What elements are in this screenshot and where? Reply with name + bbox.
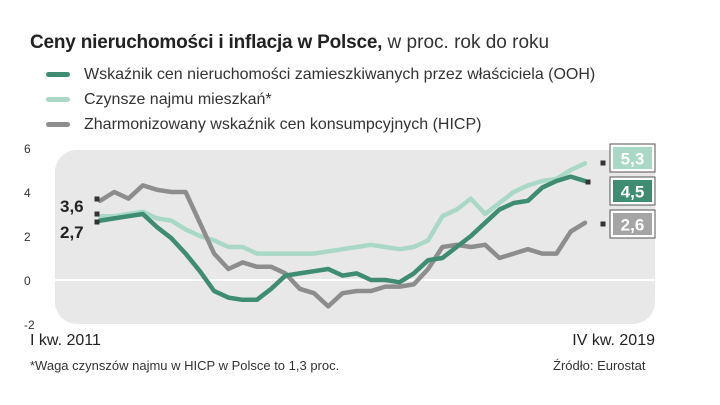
series-line-ooh (97, 174, 588, 303)
end-marker-hicp (600, 221, 606, 227)
footnote: *Waga czynszów najmu w HICP w Polsce to … (30, 358, 340, 373)
y-tick-label: 0 (24, 274, 31, 288)
legend: Wskaźnik cen nieruchomości zamieszkiwany… (46, 62, 595, 137)
y-tick-label: 6 (24, 142, 31, 156)
start-label-ooh: 2,7 (60, 223, 84, 242)
end-label-hicp: 2,6 (621, 216, 645, 235)
series-line-hicp (97, 183, 588, 309)
legend-swatch-ooh (46, 72, 70, 77)
legend-item-ooh: Wskaźnik cen nieruchomości zamieszkiwany… (46, 62, 595, 87)
end-label-rent-box (613, 147, 652, 169)
end-label-ooh-box (613, 180, 652, 202)
source-note: Źródło: Eurostat (553, 358, 646, 373)
y-tick-label: -2 (24, 318, 35, 332)
chart-title-bold: Ceny nieruchomości i inflacja w Polsce, (30, 32, 383, 53)
legend-label-ooh: Wskaźnik cen nieruchomości zamieszkiwany… (84, 65, 596, 83)
end-label-rent: 5,3 (621, 150, 645, 169)
start-marker-hicp (94, 196, 100, 202)
legend-swatch-hicp (46, 122, 70, 127)
start-label-hicp: 3,6 (60, 197, 84, 216)
x-start-label: I kw. 2011 (30, 332, 101, 349)
start-marker-rent (94, 219, 100, 225)
legend-item-hicp: Zharmonizowany wskaźnik cen konsumpcyjny… (46, 112, 595, 137)
end-label-ooh: 4,5 (621, 183, 645, 202)
chart-title: Ceny nieruchomości i inflacja w Polsce, … (30, 32, 549, 54)
series-line-rent (97, 161, 588, 256)
x-end-label: IV kw. 2019 (572, 332, 655, 349)
end-marker-rent (600, 160, 606, 166)
legend-label-rent: Czynsze najmu mieszkań* (84, 90, 272, 108)
y-tick-label: 2 (24, 230, 31, 244)
legend-item-rent: Czynsze najmu mieszkań* (46, 87, 595, 112)
start-marker-ooh (94, 211, 100, 217)
end-label-hicp-box (613, 213, 652, 235)
legend-label-hicp: Zharmonizowany wskaźnik cen konsumpcyjny… (84, 115, 482, 133)
y-tick-label: 4 (24, 186, 31, 200)
chart-title-rest: w proc. rok do roku (382, 32, 550, 53)
end-marker-ooh (585, 179, 591, 185)
legend-swatch-rent (46, 97, 70, 102)
